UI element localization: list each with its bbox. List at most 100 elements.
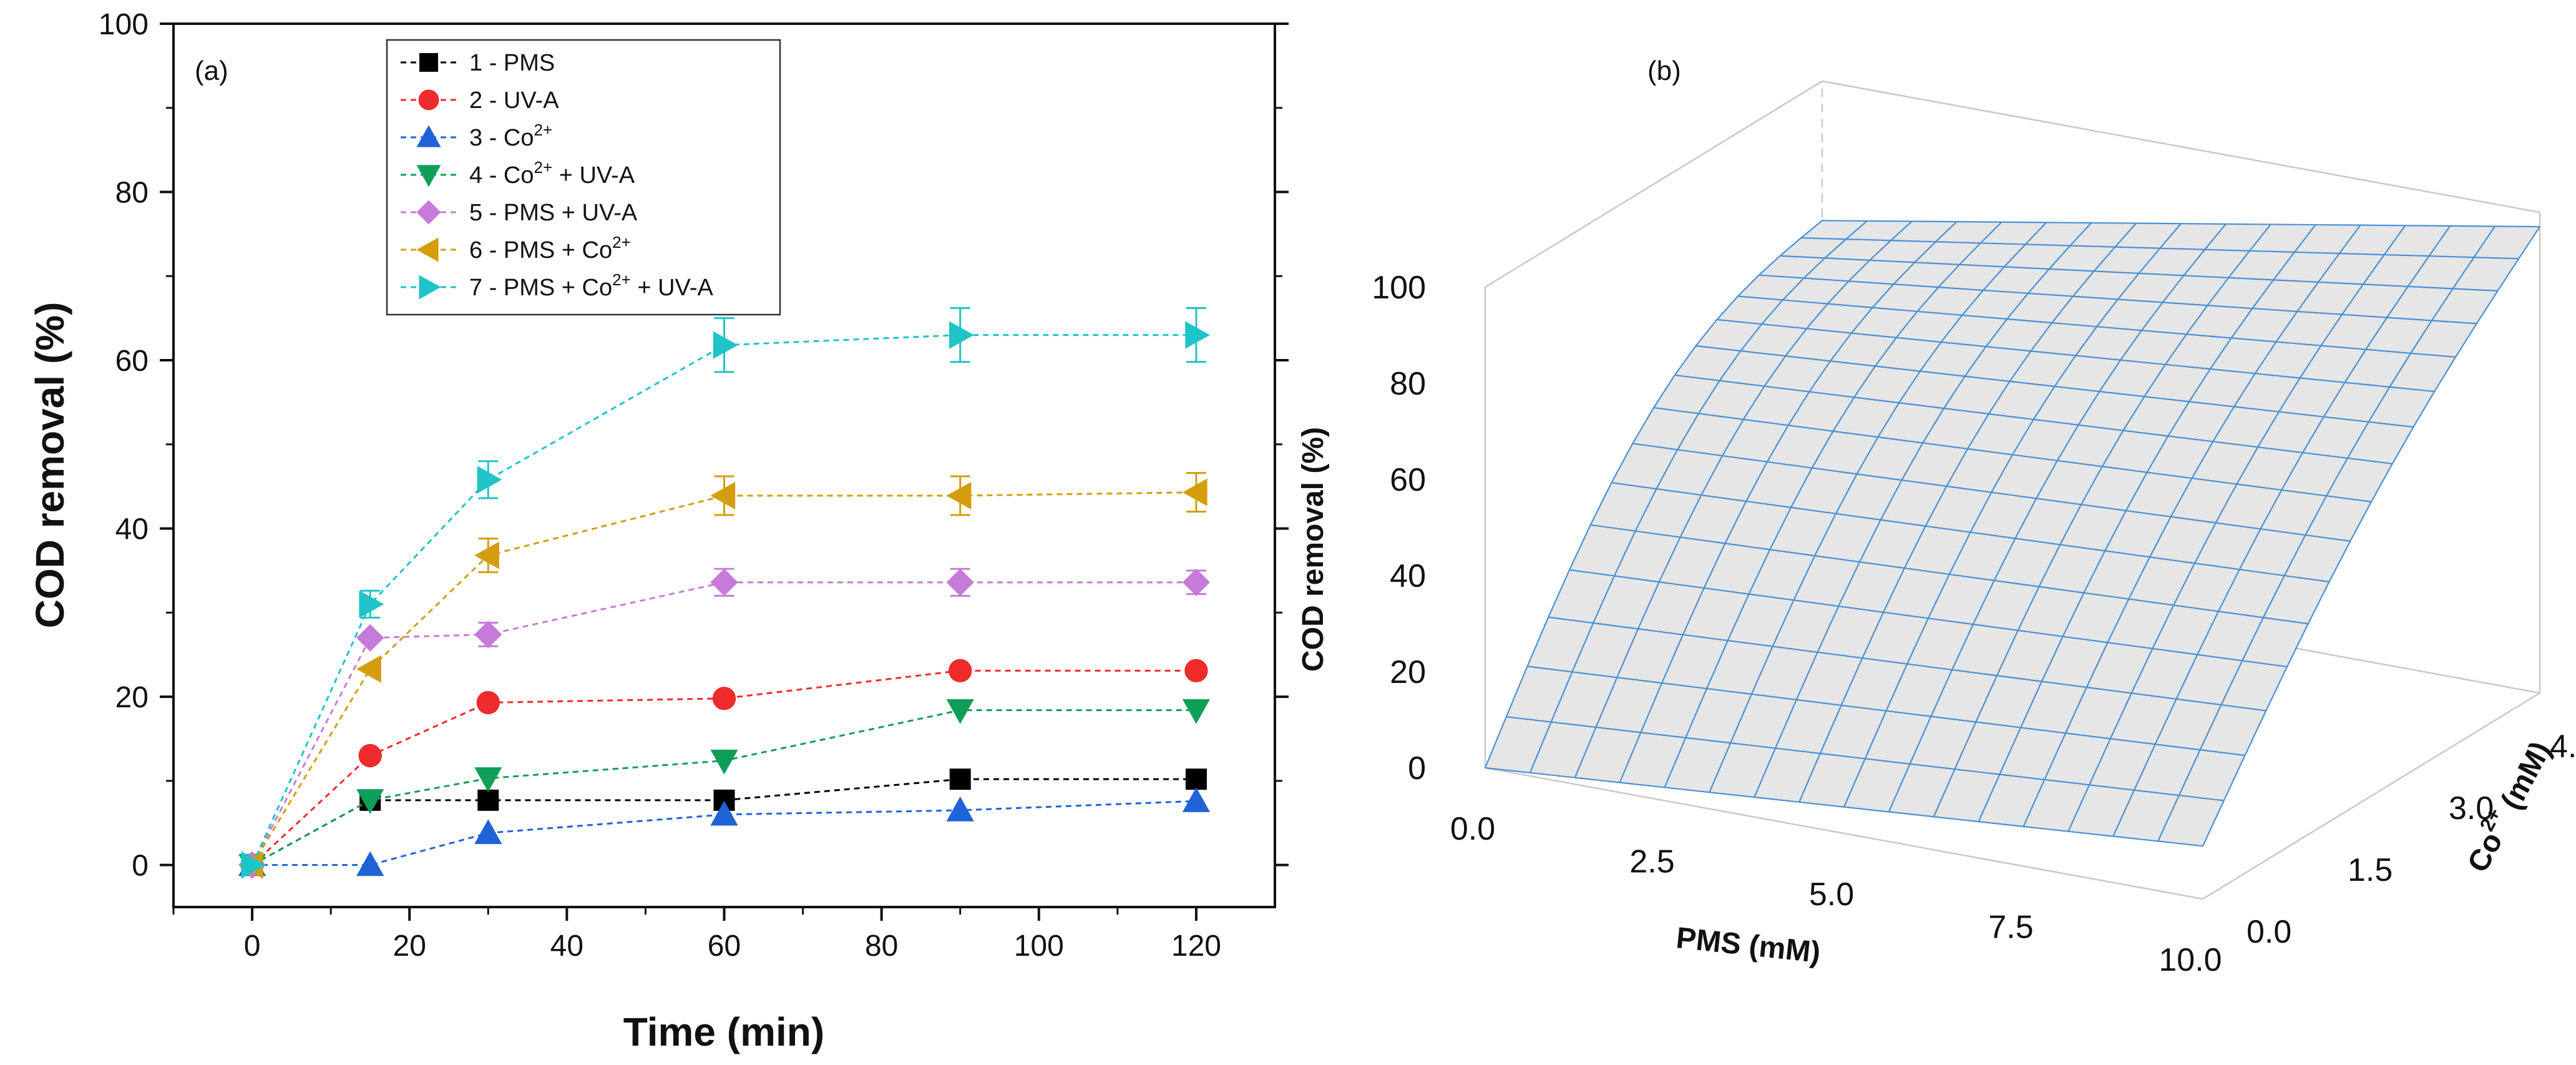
y-tick-label-3d: 4.5 xyxy=(2550,729,2576,765)
legend-entry: 6 - PMS + Co2+ xyxy=(469,233,631,263)
data-point xyxy=(474,767,502,792)
surface-gridline xyxy=(1569,569,2288,668)
series-layer xyxy=(238,307,1211,879)
panel-b-surface-chart: (b) 0 20 40 60 80 100 0.0 2.5 5.0 7.5 10.0 0.0 1.5 3.… xyxy=(1297,56,2576,978)
x-axis-ticks: 0 20 40 60 80 100 120 xyxy=(172,907,1221,963)
legend-entry: 5 - PMS + UV-A xyxy=(469,200,638,226)
legend-marker xyxy=(416,200,441,225)
y-tick-label-3d: 3.0 xyxy=(2449,790,2494,827)
surface-gridline xyxy=(1801,237,2519,260)
legend-entry: 2 - UV-A xyxy=(469,87,559,114)
x-tick-label: 60 xyxy=(708,930,741,963)
panel-label-b: (b) xyxy=(1647,56,1681,86)
data-point xyxy=(241,851,266,879)
z-tick-label: 80 xyxy=(1390,366,1426,402)
x-axis-title: Time (min) xyxy=(623,1009,824,1054)
y-tick-label: 100 xyxy=(99,8,149,41)
data-point xyxy=(356,851,384,876)
surface-gridline xyxy=(1717,318,2435,393)
series-line xyxy=(251,581,1196,866)
surface-gridline xyxy=(1822,220,2540,228)
surface-gridline xyxy=(1674,374,2393,464)
z-tick-label: 20 xyxy=(1390,654,1426,690)
surface-gridline xyxy=(1780,255,2498,292)
data-point xyxy=(1185,321,1211,349)
x-tick-label-3d: 7.5 xyxy=(1988,910,2033,946)
data-point xyxy=(710,481,736,510)
z-tick-label: 100 xyxy=(1372,270,1426,306)
x-tick-label: 20 xyxy=(393,930,426,963)
legend-entry-sup: 2+ xyxy=(534,120,552,139)
legend-entry: 3 - Co2+ xyxy=(469,120,552,151)
legend-marker xyxy=(418,89,439,110)
y-tick-label: 40 xyxy=(115,513,149,546)
surface-gridline xyxy=(1611,482,2330,583)
y-axis-title-tail: (mM) xyxy=(2491,736,2557,822)
data-point xyxy=(1182,787,1211,812)
surface-gridline xyxy=(1737,295,2456,358)
x-axis-title-3d: PMS (mM) xyxy=(1674,921,1822,969)
data-point xyxy=(710,800,738,826)
series-line xyxy=(252,800,1196,866)
x-tick-label-3d: 10.0 xyxy=(2159,942,2222,978)
legend-entry: 4 - Co2+ + UV-A xyxy=(469,158,635,189)
data-point xyxy=(1182,478,1208,506)
series-line xyxy=(251,709,1196,866)
legend-entry-main: 5 - PMS + UV-A xyxy=(469,200,638,226)
data-point xyxy=(949,768,971,790)
series-6 xyxy=(238,472,1208,879)
y-axis-ticks: 0 20 40 60 80 100 xyxy=(99,8,1289,883)
x-tick-label: 100 xyxy=(1014,930,1064,963)
data-point xyxy=(949,659,972,683)
box-edge xyxy=(2202,692,2540,900)
data-point xyxy=(476,690,500,715)
data-point xyxy=(710,568,738,596)
legend-entry-tail: + UV-A xyxy=(631,275,714,301)
x-tick-label: 120 xyxy=(1171,930,1221,963)
surface-gridline xyxy=(1590,524,2308,625)
data-point xyxy=(946,796,974,822)
series-line xyxy=(251,669,1196,866)
series-5 xyxy=(238,567,1211,879)
surface-gridline xyxy=(1506,716,2224,802)
series-4 xyxy=(238,699,1211,879)
legend-entry-main: 4 - Co xyxy=(469,162,534,189)
x-tick-label: 0 xyxy=(244,930,261,963)
data-point xyxy=(477,789,499,811)
data-point xyxy=(1184,659,1208,683)
response-surface xyxy=(1484,220,2540,847)
series-7 xyxy=(241,307,1211,879)
legend-entry: 7 - PMS + Co2+ + UV-A xyxy=(469,270,713,301)
data-point xyxy=(474,819,502,845)
surface-gridline xyxy=(1695,345,2414,428)
y-tick-label: 20 xyxy=(115,681,149,714)
legend-entry-main: 7 - PMS + Co xyxy=(469,275,612,301)
surface-gridline xyxy=(1632,443,2351,542)
surface-gridline xyxy=(1548,616,2266,712)
x-tick-label: 80 xyxy=(865,930,898,963)
y-axis-title: COD removal (%) xyxy=(27,302,72,629)
legend-marker xyxy=(419,275,441,300)
data-point xyxy=(474,621,502,649)
z-axis-title: COD removal (%) xyxy=(1297,427,1330,672)
surface-gridline xyxy=(1485,767,2203,847)
legend-marker xyxy=(416,237,439,262)
data-point xyxy=(946,481,972,510)
data-point xyxy=(477,466,502,494)
box-edge xyxy=(1485,767,2203,900)
y-tick-label: 80 xyxy=(115,177,149,210)
surface-gridline xyxy=(1527,665,2245,757)
legend-entry-sup: 2+ xyxy=(612,233,631,252)
data-point xyxy=(710,749,738,775)
legend-entry-main: 1 - PMS xyxy=(469,50,555,76)
y-tick-label-3d: 1.5 xyxy=(2348,852,2393,888)
legend-frame xyxy=(386,39,781,316)
data-point xyxy=(949,321,974,349)
legend-entry-main: 2 - UV-A xyxy=(469,87,559,114)
surface-fill xyxy=(1485,220,2540,847)
legend-entry: 1 - PMS xyxy=(469,50,555,76)
series-line xyxy=(251,491,1196,866)
y-tick-label: 60 xyxy=(115,345,149,378)
